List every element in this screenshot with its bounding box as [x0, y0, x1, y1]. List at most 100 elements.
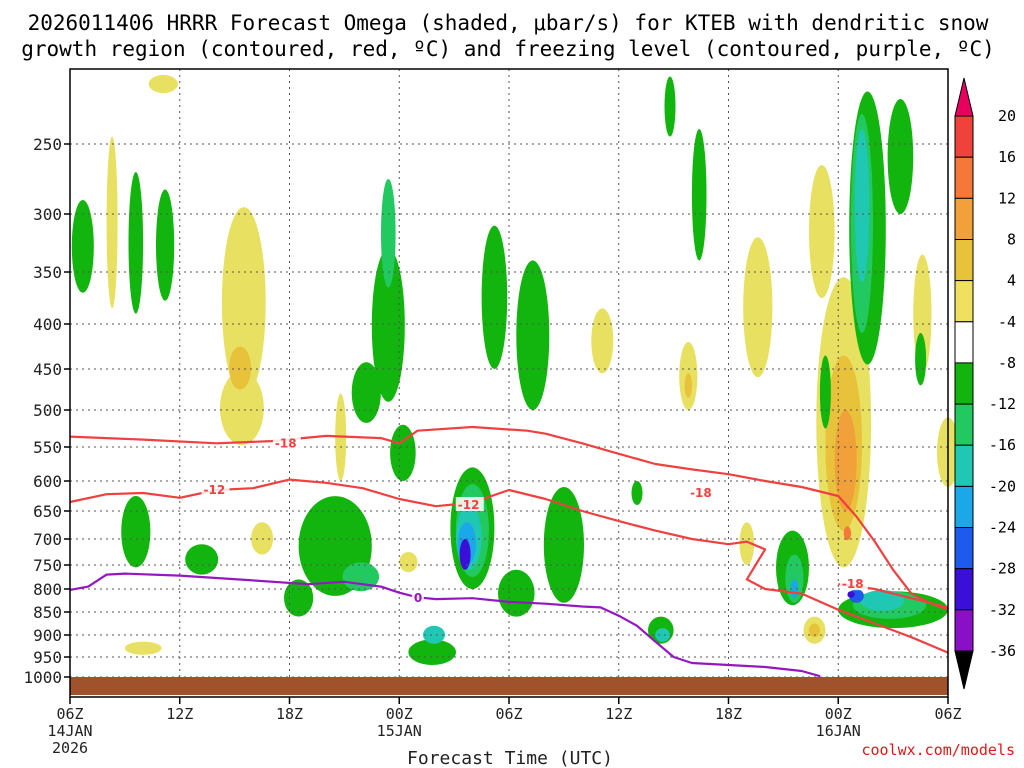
- colorbar-box: [954, 156, 974, 199]
- colorbar-label: 20: [998, 107, 1016, 125]
- x-tick-label: 06Z: [934, 705, 961, 723]
- omega-cell-dn4: [915, 333, 927, 386]
- colorbar-box: [954, 321, 974, 364]
- x-tick-label: 06Z: [495, 705, 522, 723]
- contour-dgz-lower-12: [69, 478, 949, 654]
- omega-cell-dn4: [121, 496, 151, 568]
- contour-label-background: [411, 590, 424, 605]
- contour-label: -18: [842, 577, 864, 591]
- x-tick-label: 12Z: [605, 705, 632, 723]
- ground-band: [70, 677, 948, 695]
- colorbar-top-arrow: [954, 77, 974, 117]
- omega-cell-up4: [221, 207, 266, 398]
- x-tick-label: 12Z: [166, 705, 193, 723]
- y-tick-label: 300: [33, 205, 62, 224]
- colorbar-label: 12: [998, 189, 1016, 207]
- credit-text: coolwx.com/models: [861, 741, 1015, 759]
- omega-cell-dn4: [819, 355, 831, 429]
- contour-layer: -18 -12 -12 -18 -18 0: [69, 425, 949, 678]
- y-tick-label: 800: [33, 580, 62, 599]
- x-axis-title: Forecast Time (UTC): [407, 748, 613, 768]
- omega-cell-dn12: [854, 129, 870, 283]
- colorbar-label: -12: [989, 395, 1016, 413]
- colorbar-label: -28: [989, 560, 1016, 578]
- omega-cell-up4: [399, 552, 418, 573]
- y-tick-label: 700: [33, 530, 62, 549]
- omega-cell-dn4: [691, 129, 707, 261]
- colorbar-box: [954, 527, 974, 570]
- contour-label: -12: [458, 498, 480, 512]
- omega-cell-up4: [251, 522, 274, 555]
- y-tick-label: 850: [33, 603, 62, 622]
- omega-cell-dn24: [847, 591, 855, 598]
- grid-layer: [69, 69, 949, 678]
- x-tick-date: 14JAN: [47, 722, 92, 740]
- x-tick-label: 18Z: [276, 705, 303, 723]
- contour-label-background: [272, 435, 301, 450]
- omega-cell-up4: [739, 522, 755, 565]
- x-tick-year: 2026: [52, 739, 88, 757]
- contour-label: 0: [414, 591, 422, 605]
- colorbar-label: 8: [1007, 231, 1016, 249]
- omega-cell-up4: [124, 641, 162, 655]
- colorbar-box: [954, 115, 974, 158]
- y-tick-label: 650: [33, 502, 62, 521]
- y-tick-label: 400: [33, 315, 62, 334]
- omega-cell-dn4: [71, 200, 94, 293]
- omega-cell-dn4: [516, 260, 550, 411]
- omega-cell-dn8: [342, 562, 380, 592]
- x-tick-label: 18Z: [715, 705, 742, 723]
- omega-cell-dn4: [408, 639, 457, 665]
- omega-cell-dn4: [351, 362, 381, 423]
- colorbar-box: [954, 239, 974, 282]
- omega-cell-up4: [106, 136, 118, 309]
- omega-cell-dn4: [185, 544, 219, 575]
- colorbar-box: [954, 280, 974, 323]
- omega-cell-dn4: [128, 172, 144, 314]
- colorbar-box: [954, 197, 974, 241]
- y-tick-label: 250: [33, 135, 62, 154]
- colorbar-box: [954, 568, 974, 611]
- colorbar-box: [954, 609, 974, 652]
- colorbar-label: -24: [989, 519, 1016, 537]
- omega-cell-dn4: [664, 76, 676, 137]
- x-tick-label: 06Z: [56, 705, 83, 723]
- omega-cell-dn8: [785, 554, 804, 603]
- y-tick-label: 450: [33, 360, 62, 379]
- colorbar-label: 4: [1007, 272, 1016, 290]
- omega-cell-up8: [229, 346, 252, 390]
- contour-label-background: [688, 485, 717, 499]
- omega-cell-up4: [809, 165, 835, 298]
- y-tick-label: 350: [33, 263, 62, 282]
- colorbar-label: 16: [998, 148, 1016, 166]
- omega-cell-up16: [843, 526, 852, 541]
- colorbar-box: [954, 485, 974, 529]
- omega-cell-up4: [148, 75, 178, 93]
- contour-label: -18: [275, 436, 297, 450]
- y-tick-label: 900: [33, 626, 62, 645]
- omega-cell-up12: [834, 410, 857, 511]
- omega-cell-dn4: [543, 487, 585, 603]
- axis-layer: 250 300 350 400 450 500 550 600 650 700 750 800 850 9…: [23, 135, 961, 757]
- omega-cell-dn12: [860, 590, 905, 611]
- y-tick-label: 600: [33, 472, 62, 491]
- colorbar-box: [954, 403, 974, 446]
- omega-cell-dn24: [459, 539, 471, 570]
- colorbar-label: -32: [989, 601, 1016, 619]
- colorbar-box: [954, 444, 974, 487]
- omega-cell-dn4: [498, 569, 535, 617]
- omega-cell-dn4: [156, 189, 175, 301]
- x-tick-date: 15JAN: [377, 722, 422, 740]
- omega-cell-dn8: [381, 179, 396, 288]
- colorbar-label: -20: [989, 477, 1016, 495]
- contour-dgz-upper-18: [69, 425, 949, 611]
- colorbar-label: -16: [989, 436, 1016, 454]
- colorbar-label: -4: [998, 313, 1016, 331]
- colorbar-bottom-arrow: [954, 650, 974, 690]
- y-tick-label: 950: [33, 648, 62, 667]
- omega-cell-dn4: [371, 248, 405, 402]
- omega-cell-up4: [220, 371, 264, 446]
- omega-cell-dn4: [631, 481, 643, 505]
- colorbar-box: [954, 362, 974, 405]
